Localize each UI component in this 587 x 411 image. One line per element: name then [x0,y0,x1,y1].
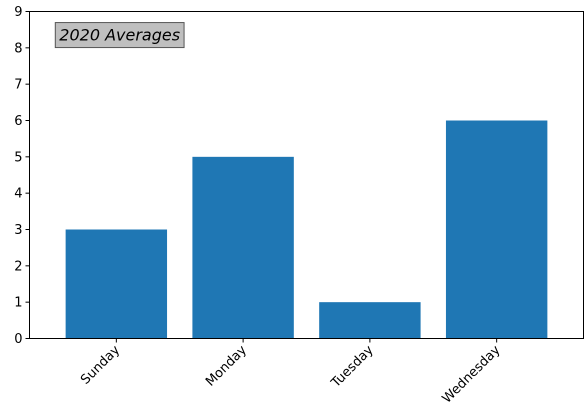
y-tick-label: 5 [14,150,22,165]
bar-wednesday [445,120,548,339]
y-axis-ticks: 0 1 2 3 4 5 6 7 8 9 [14,5,30,347]
y-tick-label: 4 [14,187,22,202]
bar-tuesday [319,302,421,339]
bars-group [65,120,548,339]
y-tick-label: 2 [14,259,22,274]
plot-frame [29,11,584,339]
bar-monday [192,156,294,339]
y-tick-label: 8 [14,41,22,56]
y-tick-label: 9 [14,5,22,20]
annotation-text: 2020 Averages [59,26,180,45]
y-tick-label: 0 [14,332,22,347]
bar-sunday [65,229,168,339]
annotation: 2020 Averages [54,22,185,49]
annotation-box [54,22,185,49]
y-tick-label: 3 [14,223,22,238]
y-tick-label: 7 [14,78,22,93]
y-tick-label: 6 [14,114,22,129]
y-tick-label: 1 [14,296,22,311]
